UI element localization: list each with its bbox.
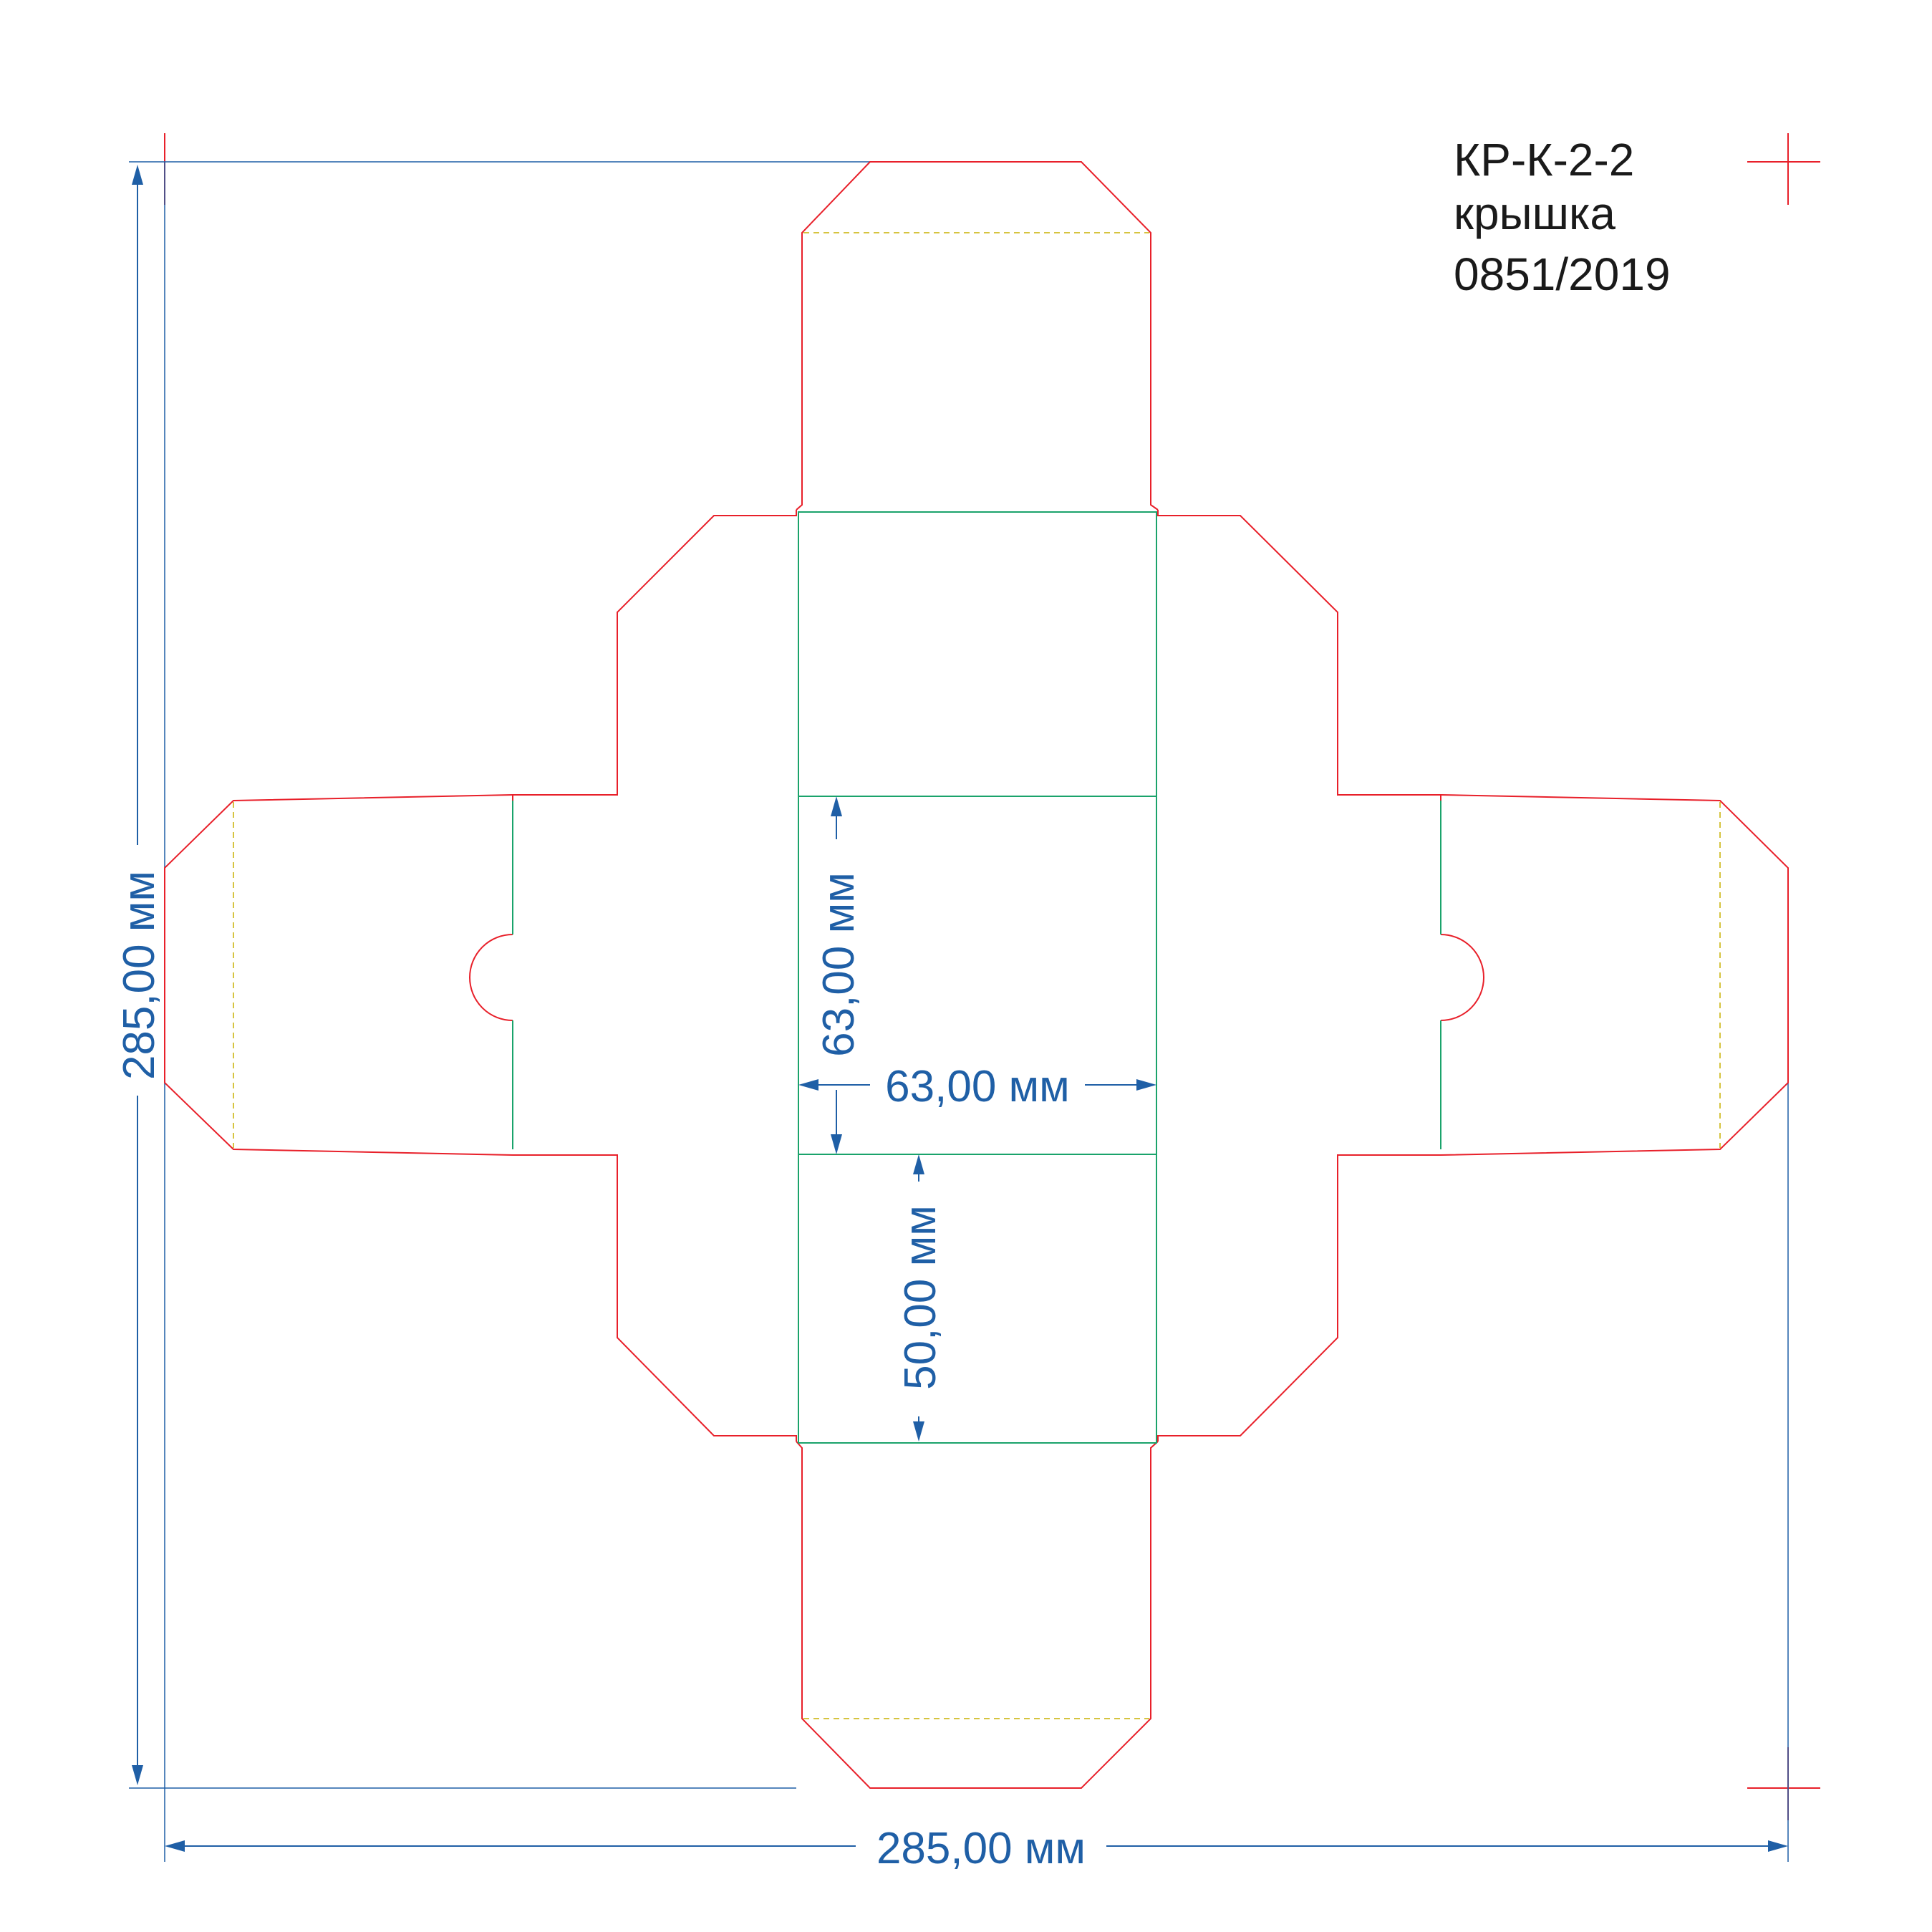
registration-mark-top-right [1747,133,1820,205]
registration-mark-bottom-right [1747,1747,1820,1820]
dimension-side-height: 50,00 мм [896,1205,945,1390]
extension-lines [129,161,1789,1862]
dimension-lines [132,165,1788,1852]
perforation-lines [233,232,1721,1719]
product-name: крышка [1454,188,1615,239]
dimension-center-width: 63,00 мм [885,1062,1070,1111]
cut-lines [164,161,1789,1789]
dimension-center-height: 63,00 мм [814,872,864,1057]
dimension-total-width: 285,00 мм [876,1824,1086,1873]
product-code: КР-К-2-2 [1454,134,1634,185]
dimension-total-height: 285,00 мм [115,871,164,1080]
crease-lines [512,511,1441,1444]
order-number: 0851/2019 [1454,248,1671,300]
